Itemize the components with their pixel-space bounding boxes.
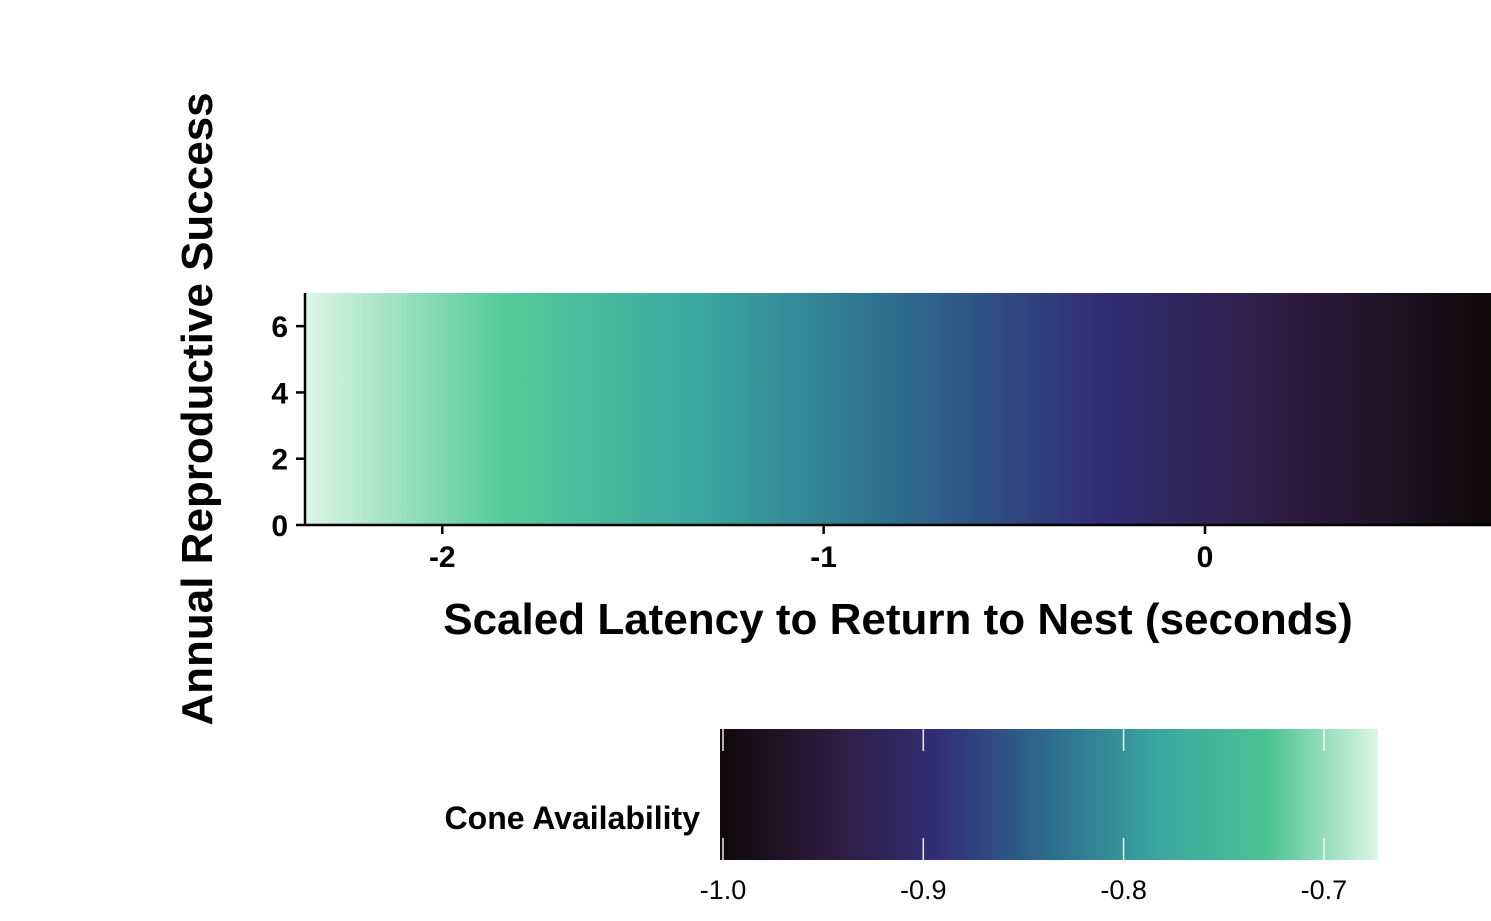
x-axis-title: Scaled Latency to Return to Nest (second… — [443, 595, 1353, 644]
y-axis: 0 2 4 6 — [271, 293, 307, 543]
x-tick-label: -1 — [810, 541, 837, 574]
y-axis-title: Annual Reproductive Success — [173, 92, 222, 725]
x-tick-label: -2 — [429, 541, 456, 574]
y-tick-label: 6 — [271, 311, 288, 344]
legend-tick-label: -0.9 — [900, 875, 947, 905]
x-axis: -2 -1 0 — [305, 523, 1491, 574]
legend-colorbar — [720, 729, 1378, 860]
plot-gradient-fill — [305, 293, 1491, 525]
y-ticks: 0 2 4 6 — [271, 311, 305, 543]
legend-ticks: -1.0 -0.9 -0.8 -0.7 — [700, 729, 1347, 905]
y-tick-label: 4 — [271, 377, 288, 410]
legend: Cone Availability -1.0 -0.9 -0.8 -0.7 — [445, 729, 1378, 905]
legend-title: Cone Availability — [445, 800, 701, 836]
x-tick-label: 0 — [1197, 541, 1214, 574]
legend-tick-label: -0.7 — [1301, 875, 1348, 905]
y-tick-label: 2 — [271, 444, 288, 477]
legend-tick-label: -1.0 — [700, 875, 747, 905]
x-ticks: -2 -1 0 — [429, 525, 1213, 574]
y-tick-label: 0 — [271, 510, 288, 543]
legend-tick-label: -0.8 — [1100, 875, 1147, 905]
